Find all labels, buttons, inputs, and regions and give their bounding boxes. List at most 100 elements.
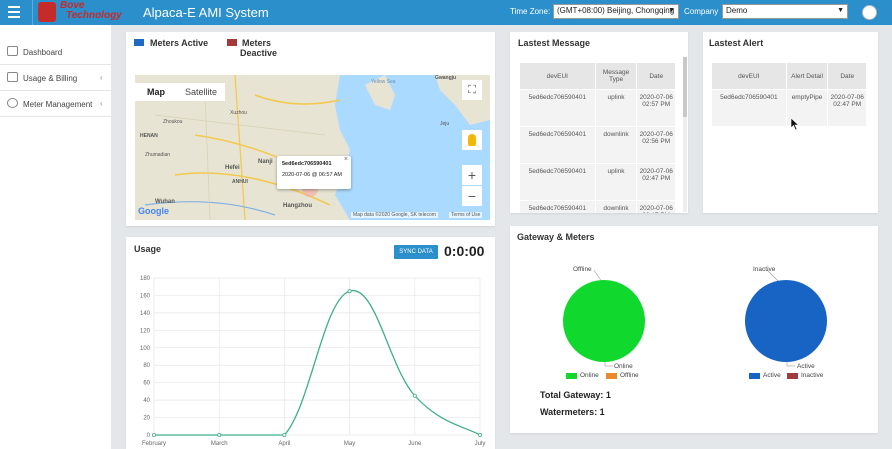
y-tick-label: 20 bbox=[143, 416, 150, 422]
cell-type: downlink bbox=[595, 201, 637, 214]
chevron-down-icon: ▼ bbox=[668, 7, 675, 14]
cell-deveui: 5ed6edc706590401 bbox=[520, 201, 596, 214]
cell-date: 2020-07-06 02:47 PM bbox=[637, 164, 676, 201]
cell-date: 2020-07-06 02:57 PM bbox=[637, 90, 676, 127]
cell-type: uplink bbox=[595, 90, 637, 127]
gateway-legend-swatch-offline bbox=[606, 373, 617, 379]
active-legend-swatch bbox=[134, 39, 144, 46]
sidebar-item-dashboard[interactable]: Dashboard bbox=[0, 39, 111, 65]
x-tick-label: July bbox=[475, 441, 486, 447]
meter-icon bbox=[7, 98, 18, 108]
col-date: Date bbox=[637, 63, 676, 90]
map-label-nanjing: Nanji bbox=[258, 159, 273, 165]
fullscreen-icon[interactable]: ⛶ bbox=[462, 80, 482, 100]
map-label-henan: HENAN bbox=[140, 133, 158, 139]
cell-type: downlink bbox=[595, 127, 637, 164]
sidebar-item-usage-billing[interactable]: Usage & Billing ‹ bbox=[0, 65, 111, 91]
col-date: Date bbox=[828, 63, 867, 90]
table-row: 5ed6edc706590401 uplink 2020-07-06 02:47… bbox=[520, 164, 676, 201]
cell-deveui: 5ed6edc706590401 bbox=[520, 90, 596, 127]
timezone-select[interactable]: (GMT+08:00) Beijing, Chongqing ▼ bbox=[553, 4, 679, 19]
x-tick-label: June bbox=[408, 441, 422, 447]
watermeters-stat: Watermeters: 1 bbox=[540, 407, 605, 417]
sync-data-button[interactable]: SYNC DATA bbox=[394, 245, 438, 259]
usage-data-point bbox=[152, 433, 155, 436]
col-message-type: Message Type bbox=[595, 63, 637, 90]
table-row-partial: 5ed6edc706590401 downlink 2020-07-06 02:… bbox=[519, 200, 676, 213]
cell-deveui: 5ed6edc706590401 bbox=[520, 164, 596, 201]
y-tick-label: 60 bbox=[143, 381, 150, 387]
close-icon[interactable]: × bbox=[344, 156, 348, 163]
y-tick-label: 160 bbox=[140, 293, 151, 299]
terms-link[interactable]: Terms of Use bbox=[449, 212, 482, 218]
x-tick-label: April bbox=[278, 441, 290, 447]
table-row: 5ed6edc706590401 emptyPipe 2020-07-06 02… bbox=[712, 90, 867, 127]
gateway-legend-offline: Offline bbox=[620, 372, 639, 379]
zoom-out-button[interactable]: − bbox=[462, 186, 482, 206]
message-scrollbar-thumb[interactable] bbox=[683, 57, 687, 117]
usage-series-line bbox=[154, 291, 480, 435]
hamburger-icon[interactable] bbox=[8, 6, 20, 18]
y-tick-label: 140 bbox=[140, 311, 151, 317]
map-label-jeju: Jeju bbox=[440, 121, 449, 127]
map-label-zhoukou: Zhoukou bbox=[163, 119, 182, 125]
gateway-meters-title: Gateway & Meters bbox=[517, 232, 595, 242]
x-tick-label: March bbox=[211, 441, 228, 447]
gateway-legend-swatch-online bbox=[566, 373, 577, 379]
pie-slice-online bbox=[563, 280, 645, 362]
map-info-popup: 5ed6edc706590401 2020-07-06 @ 06:57 AM × bbox=[277, 156, 351, 189]
company-value: Demo bbox=[726, 6, 747, 15]
zoom-in-button[interactable]: + bbox=[462, 165, 482, 185]
sync-timer: 0:0:00 bbox=[444, 243, 484, 259]
usage-line-chart: 0 20 40 60 80 100 120 140 160 180 February March Apr… bbox=[126, 268, 495, 449]
meter-legend-swatch-active bbox=[749, 373, 760, 379]
x-tick-label: February bbox=[142, 441, 166, 447]
deactive-legend-swatch bbox=[227, 39, 237, 46]
map-label-zhumadian: Zhumadian bbox=[145, 152, 170, 158]
meter-pie-label-inactive: Inactive bbox=[753, 266, 775, 273]
map-label-hangzhou: Hangzhou bbox=[283, 203, 312, 209]
usage-data-point bbox=[283, 433, 286, 436]
dashboard-icon bbox=[7, 46, 18, 56]
sidebar-item-meter-management[interactable]: Meter Management ‹ bbox=[0, 91, 111, 117]
map-label-wuhan: Wuhan bbox=[155, 199, 175, 205]
latest-message-title: Lastest Message bbox=[518, 38, 590, 48]
chevron-left-icon: ‹ bbox=[100, 73, 103, 82]
company-label: Company bbox=[684, 7, 718, 16]
cell-date: 2020-07-06 02:47 PM bbox=[637, 201, 676, 214]
mouse-cursor-icon bbox=[790, 117, 800, 131]
total-gateway-stat: Total Gateway: 1 bbox=[540, 390, 611, 400]
y-tick-label: 80 bbox=[143, 363, 150, 369]
street-view-icon[interactable] bbox=[462, 130, 482, 150]
popup-time: 2020-07-06 @ 06:57 AM bbox=[282, 172, 342, 178]
cell-date: 2020-07-06 02:47 PM bbox=[828, 90, 867, 127]
deactive-legend-label: Meters bbox=[242, 38, 271, 48]
latest-alert-table: devEUI Alert Detail Date 5ed6edc70659040… bbox=[711, 62, 867, 127]
company-select[interactable]: Demo ▼ bbox=[722, 4, 848, 19]
y-tick-label: 40 bbox=[143, 398, 150, 404]
map-tab[interactable]: Map bbox=[135, 83, 177, 101]
bill-icon bbox=[7, 72, 18, 82]
map-label-anhui: ANHUI bbox=[232, 179, 248, 185]
gateway-pie-chart bbox=[545, 262, 665, 372]
popup-title: 5ed6edc706590401 bbox=[282, 161, 332, 167]
divider bbox=[32, 0, 33, 25]
google-map[interactable]: Map Satellite ⛶ + − Gwangju Yellow Sea H… bbox=[135, 75, 490, 220]
y-tick-label: 180 bbox=[140, 276, 151, 282]
meter-pie-chart bbox=[727, 262, 847, 372]
meter-legend-inactive: Inactive bbox=[801, 372, 823, 379]
y-tick-label: 0 bbox=[147, 433, 151, 439]
usage-data-point bbox=[348, 289, 351, 292]
pie-slice-active bbox=[745, 280, 827, 362]
gateway-pie-label-online: Online bbox=[614, 363, 633, 370]
cell-deveui: 5ed6edc706590401 bbox=[712, 90, 787, 127]
latest-message-table: devEUI Message Type Date 5ed6edc70659040… bbox=[519, 62, 676, 201]
map-attribution: Map data ©2020 Google, SK telecom bbox=[351, 212, 438, 218]
satellite-tab[interactable]: Satellite bbox=[177, 83, 225, 101]
user-avatar-icon[interactable] bbox=[862, 5, 877, 20]
usage-data-point bbox=[413, 394, 416, 397]
gateway-legend-online: Online bbox=[580, 372, 599, 379]
cell-date: 2020-07-06 02:56 PM bbox=[637, 127, 676, 164]
chevron-left-icon: ‹ bbox=[100, 99, 103, 108]
sidebar-item-label: Dashboard bbox=[23, 48, 62, 57]
